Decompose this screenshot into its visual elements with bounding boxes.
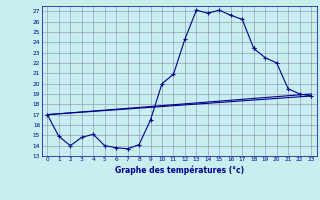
- X-axis label: Graphe des températures (°c): Graphe des températures (°c): [115, 165, 244, 175]
